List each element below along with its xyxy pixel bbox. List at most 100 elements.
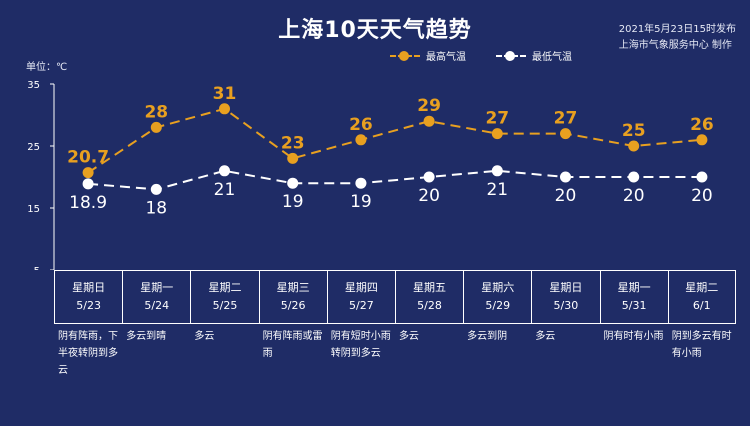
- y-tick-label: 35: [27, 80, 40, 91]
- day-date: 5/31: [621, 299, 647, 312]
- high-temp-label: 27: [485, 109, 509, 129]
- day-date: 5/27: [348, 299, 374, 312]
- high-temp-label: 28: [144, 102, 168, 122]
- chart-title: 上海10天天气趋势: [278, 18, 472, 43]
- day-weekday: 星期日: [72, 281, 106, 294]
- day-date: 5/24: [144, 299, 170, 312]
- day-weekday: 星期一: [617, 281, 651, 294]
- high-temp-point: [423, 115, 435, 127]
- low-temp-label: 20: [623, 186, 645, 206]
- y-tick-label: 5: [34, 266, 40, 270]
- high-temp-line: [87, 107, 702, 174]
- high-temp-point: [628, 140, 640, 152]
- day-date: 5/29: [485, 299, 511, 312]
- high-temp-point: [355, 134, 367, 146]
- low-temp-point: [219, 165, 230, 177]
- high-temp-label: 23: [281, 133, 305, 153]
- low-temp-label: 21: [214, 180, 236, 200]
- low-temp-point: [491, 165, 503, 177]
- high-temp-label: 29: [417, 96, 441, 116]
- day-date: 5/26: [280, 299, 306, 312]
- weather-row: 阴有阵雨，下半夜转阴到多云 多云到晴 多云 阴有阵雨或雷雨 阴有短时小雨转阴到多云 多云多…: [54, 323, 736, 424]
- day-cell: 星期三 5/26: [258, 271, 327, 323]
- high-temp-point: [82, 167, 94, 179]
- publisher: 上海市气象服务中心 制作: [618, 40, 732, 51]
- legend-low-marker: [496, 50, 526, 62]
- low-temp-point: [355, 177, 367, 189]
- day-cell: 星期二 5/25: [190, 271, 258, 323]
- legend-high-label: 最高气温: [426, 52, 466, 63]
- day-cell: 星期日 5/30: [531, 271, 599, 323]
- legend-low-label: 最低气温: [532, 52, 572, 63]
- forecast-table: 星期日 5/23 星期一 5/24 星期二 5/25 星期三 5/26 星期四 5/27 星期五 5/…: [54, 270, 736, 424]
- day-weather: 多云到晴: [126, 331, 167, 342]
- day-weekday: 星期五: [413, 281, 447, 294]
- high-temp-point: [560, 128, 571, 140]
- low-temp-point: [696, 171, 708, 183]
- low-temp-label: 20: [555, 186, 577, 206]
- high-temp-point: [219, 103, 230, 115]
- high-temp-point: [696, 134, 708, 146]
- day-weather: 多云: [398, 331, 419, 342]
- day-date: 5/25: [212, 299, 238, 312]
- day-weather: 多云: [194, 331, 215, 342]
- day-cell: 星期六 5/29: [463, 271, 531, 323]
- day-weather: 阴有时有小雨: [603, 331, 664, 342]
- day-weather: 阴有阵雨或雷雨: [262, 331, 323, 359]
- day-cell: 星期五 5/28: [394, 271, 463, 323]
- low-temp-point: [150, 183, 162, 195]
- low-temp-point: [560, 171, 571, 183]
- high-temp-label: 27: [554, 109, 578, 129]
- high-temp-label: 20.7: [67, 148, 109, 168]
- day-weekday: 星期一: [140, 281, 174, 294]
- day-weekday: 星期三: [276, 281, 310, 294]
- day-weekday: 星期二: [685, 281, 719, 294]
- day-cell: 星期四 5/27: [326, 271, 395, 323]
- day-weather: 阴有阵雨，下半夜转阴到多云: [58, 331, 118, 376]
- legend-high-marker: [390, 50, 420, 62]
- temperature-chart: 5 15 25 35 20.7 28 31 23 26 29 27 27 25 26 18.9 18 21 19 1…: [27, 80, 714, 270]
- legend: 最高气温 最低气温: [390, 48, 572, 63]
- day-weekday: 星期日: [549, 281, 583, 294]
- day-cell: 星期日 5/23: [54, 271, 122, 323]
- high-temp-label: 31: [213, 84, 237, 104]
- day-weekday: 星期六: [481, 281, 515, 294]
- low-temp-label: 20: [418, 186, 440, 206]
- y-axis-unit: 单位：℃: [26, 62, 68, 73]
- high-temp-label: 26: [349, 115, 373, 135]
- day-weather: 多云到阴: [467, 331, 508, 342]
- y-tick-label: 25: [27, 142, 40, 153]
- high-temp-point: [491, 128, 503, 140]
- low-temp-label: 21: [486, 180, 508, 200]
- low-temp-point: [82, 178, 94, 190]
- low-temp-label: 18.9: [69, 193, 107, 213]
- day-date: 5/23: [76, 299, 101, 312]
- legend-high: 最高气温: [390, 48, 466, 63]
- legend-low: 最低气温: [496, 48, 572, 63]
- high-temp-point: [287, 152, 299, 164]
- low-temp-line: [88, 169, 702, 191]
- y-tick-label: 15: [27, 204, 40, 215]
- day-weekday: 星期四: [344, 281, 378, 294]
- publish-info: 2021年5月23日15时发布 上海市气象服务中心 制作: [619, 22, 736, 54]
- day-date: 6/1: [692, 299, 711, 312]
- low-temp-label: 20: [691, 186, 713, 206]
- day-weather: 阴有短时小雨转阴到多云: [330, 331, 391, 359]
- low-temp-label: 18: [145, 198, 167, 218]
- day-cell: 星期一 5/31: [599, 271, 668, 323]
- day-cell: 星期二 6/1: [667, 271, 736, 323]
- day-date: 5/30: [553, 299, 579, 312]
- day-cell: 星期一 5/24: [122, 271, 190, 323]
- low-temp-point: [423, 171, 435, 183]
- low-temp-point: [628, 171, 640, 183]
- day-weather: 阴到多云有时有小雨: [671, 331, 732, 359]
- low-temp-label: 19: [350, 192, 372, 212]
- day-header-row: 星期日 5/23 星期一 5/24 星期二 5/25 星期三 5/26 星期四 5/27 星期五 5/…: [54, 270, 736, 323]
- low-temp-label: 19: [282, 192, 304, 212]
- day-weather: 多云: [535, 331, 556, 342]
- low-temp-point: [287, 177, 299, 189]
- high-temp-label: 26: [690, 115, 714, 135]
- day-weekday: 星期二: [208, 281, 242, 294]
- high-temp-label: 25: [622, 121, 646, 141]
- publish-time: 2021年5月23日15时发布: [618, 24, 736, 35]
